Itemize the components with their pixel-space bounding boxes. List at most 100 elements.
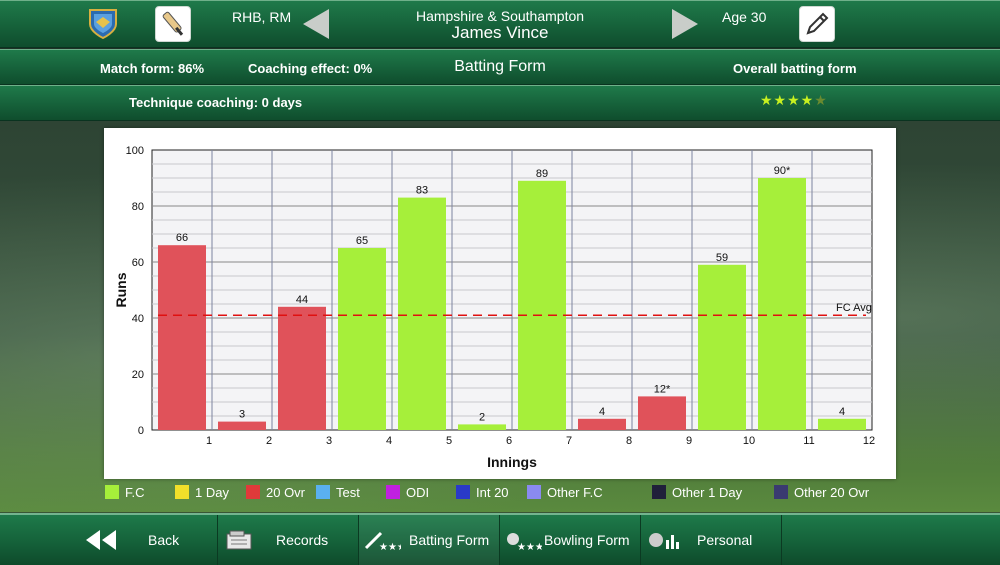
fc-average-label: FC Avg <box>836 302 872 314</box>
team-name: Hampshire & Southampton <box>415 8 585 24</box>
y-tick-label: 100 <box>126 145 144 157</box>
bar <box>758 178 806 430</box>
bowling-form-icon: ★★★ <box>507 533 542 552</box>
x-tick-label: 7 <box>566 435 572 447</box>
y-tick-label: 80 <box>132 201 144 213</box>
coaching-effect: Coaching effect: 0% <box>248 61 373 76</box>
bar-value-label: 3 <box>239 409 245 421</box>
bar <box>158 245 206 430</box>
page-title: Batting Form <box>454 58 546 75</box>
technique-coaching: Technique coaching: 0 days <box>129 95 303 110</box>
legend-item: Int 20 <box>456 484 509 500</box>
legend-label: Test <box>336 484 360 500</box>
bar <box>578 418 626 430</box>
legend-swatch <box>175 485 189 499</box>
x-tick-label: 5 <box>446 435 452 447</box>
bar-value-label: 90* <box>774 165 791 177</box>
legend-label: Other F.C <box>547 484 603 500</box>
legend-item: Other 20 Ovr <box>774 484 869 500</box>
match-form: Match form: 86% <box>100 61 205 76</box>
player-name: James Vince <box>451 23 549 42</box>
x-tick-label: 10 <box>743 435 755 447</box>
bar <box>398 197 446 430</box>
x-axis-title: Innings <box>487 454 537 470</box>
overall-form-stars: ★★★★★ <box>760 92 828 109</box>
x-tick-label: 6 <box>506 435 512 447</box>
back-arrows-icon <box>86 530 116 550</box>
bar <box>278 306 326 430</box>
records-label: Records <box>276 532 329 548</box>
bar-value-label: 83 <box>416 185 428 197</box>
bar <box>638 396 686 430</box>
bar-value-label: 66 <box>176 232 188 244</box>
bar <box>518 180 566 430</box>
back-button[interactable]: Back <box>0 515 218 565</box>
legend-label: Int 20 <box>476 484 509 500</box>
back-label: Back <box>148 532 180 548</box>
form-stats-row: Match form: 86% Coaching effect: 0% Batt… <box>0 49 1000 85</box>
legend-item: ODI <box>386 484 429 500</box>
personal-label: Personal <box>697 532 753 548</box>
bar-value-label: 89 <box>536 168 548 180</box>
star-rating-icon: ★★★★ <box>760 92 815 108</box>
batting-form-button[interactable]: ★★★ Batting Form <box>359 515 500 565</box>
y-tick-label: 40 <box>132 313 144 325</box>
bar-value-label: 65 <box>356 235 368 247</box>
coaching-row: Technique coaching: 0 days ★★★★★ <box>0 85 1000 121</box>
legend-label: 1 Day <box>195 484 229 500</box>
personal-button[interactable]: Personal <box>641 515 782 565</box>
half-star-icon: ★ <box>814 92 828 108</box>
legend-swatch <box>316 485 330 499</box>
legend-item: 1 Day <box>175 484 229 500</box>
legend-item: Other F.C <box>527 484 603 500</box>
x-tick-label: 3 <box>326 435 332 447</box>
bottom-nav-bar: Back Records ★★★ Batting Form ★★★ Bowlin… <box>0 513 1000 565</box>
overall-batting-form-label: Overall batting form <box>733 61 857 76</box>
legend-swatch <box>105 485 119 499</box>
batting-form-icon: ★★★ <box>364 531 401 552</box>
batting-form-label: Batting Form <box>409 532 490 548</box>
x-tick-label: 9 <box>686 435 692 447</box>
x-tick-label: 1 <box>206 435 212 447</box>
previous-player-arrow-icon[interactable] <box>303 9 329 39</box>
bar-value-label: 4 <box>839 406 845 418</box>
bat-icon[interactable] <box>155 6 191 42</box>
legend-swatch <box>652 485 666 499</box>
batting-style: RHB, RM <box>232 9 292 25</box>
bar <box>698 264 746 430</box>
y-tick-label: 20 <box>132 369 144 381</box>
legend-item: F.C <box>105 484 145 500</box>
svg-text:★★★: ★★★ <box>517 542 542 552</box>
club-badge-icon[interactable] <box>86 6 120 40</box>
bar <box>218 421 266 430</box>
y-tick-label: 0 <box>138 425 144 437</box>
x-tick-label: 8 <box>626 435 632 447</box>
x-tick-label: 12 <box>863 435 875 447</box>
next-player-arrow-icon[interactable] <box>672 9 698 39</box>
bowling-form-label: Bowling Form <box>544 532 630 548</box>
bar <box>818 418 866 430</box>
y-tick-label: 60 <box>132 257 144 269</box>
legend-label: Other 20 Ovr <box>794 484 870 500</box>
svg-text:★★★: ★★★ <box>379 542 401 552</box>
bowling-form-button[interactable]: ★★★ Bowling Form <box>500 515 641 565</box>
legend-item: Other 1 Day <box>652 484 742 500</box>
bar-value-label: 4 <box>599 406 605 418</box>
legend-item: Test <box>316 484 360 500</box>
bar-value-label: 59 <box>716 252 728 264</box>
records-button[interactable]: Records <box>218 515 359 565</box>
x-tick-label: 4 <box>386 435 392 447</box>
edit-pencil-icon[interactable] <box>799 6 835 42</box>
bar-value-label: 44 <box>296 294 308 306</box>
bar <box>338 248 386 430</box>
player-age: Age 30 <box>722 9 767 25</box>
x-tick-label: 2 <box>266 435 272 447</box>
x-tick-label: 11 <box>803 435 814 447</box>
legend-swatch <box>527 485 541 499</box>
legend-label: 20 Ovr <box>266 484 306 500</box>
personal-stats-icon <box>649 533 679 549</box>
legend-swatch <box>246 485 260 499</box>
bar-value-label: 2 <box>479 411 485 423</box>
legend-swatch <box>386 485 400 499</box>
bar-value-label: 12* <box>654 383 671 395</box>
